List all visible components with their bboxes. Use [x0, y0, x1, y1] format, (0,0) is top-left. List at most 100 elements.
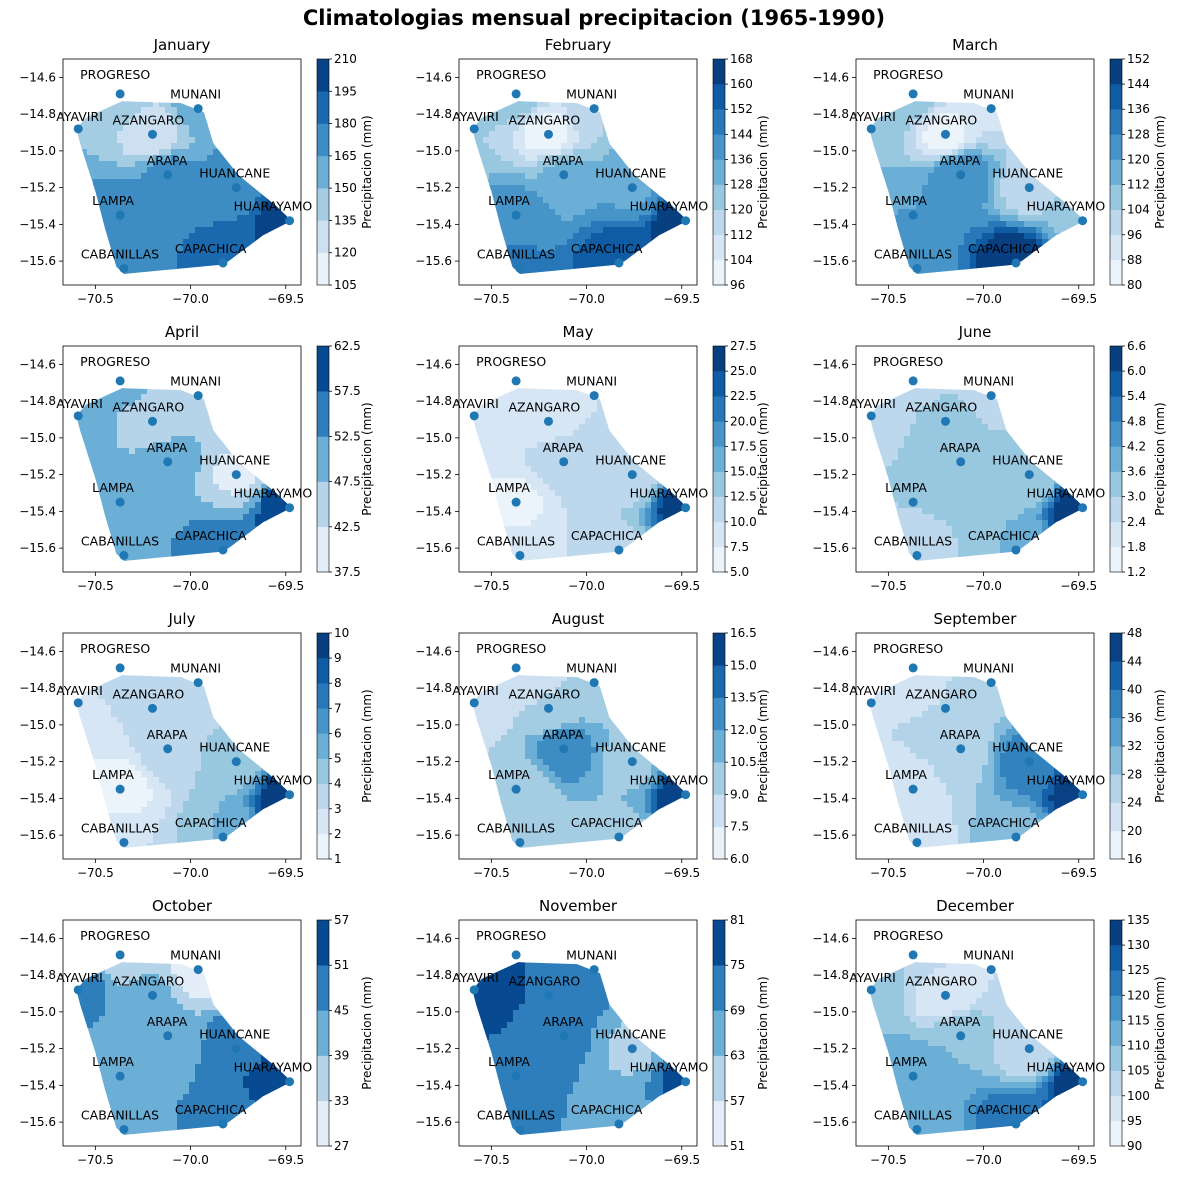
contour-cell [1036, 89, 1043, 96]
contour-cell [982, 185, 989, 192]
contour-cell [1042, 263, 1049, 270]
contour-cell [681, 143, 688, 150]
contour-cell [117, 185, 124, 192]
contour-cell [159, 185, 166, 192]
contour-cell [105, 215, 112, 222]
contour-cell [615, 251, 622, 258]
contour-cell [219, 143, 226, 150]
contour-cell [297, 95, 304, 102]
contour-cell [1000, 149, 1007, 156]
contour-cell [1084, 107, 1085, 114]
contour-cell [237, 107, 244, 114]
contour-cell [273, 179, 280, 186]
contour-cell [904, 227, 911, 234]
colorbar-tick-label: 210 [334, 52, 357, 66]
contour-cell [459, 95, 466, 102]
contour-cell [651, 239, 658, 246]
contour-cell [549, 251, 556, 258]
contour-cell [603, 269, 610, 274]
contour-cell [537, 221, 544, 228]
contour-cell [165, 221, 172, 228]
contour-cell [922, 221, 929, 228]
contour-cell [531, 269, 538, 274]
contour-cell [862, 275, 869, 282]
contour-cell [105, 185, 112, 192]
contour-cell [291, 155, 292, 162]
contour-cell [633, 107, 640, 114]
contour-cell [862, 233, 869, 240]
contour-cell [81, 191, 88, 198]
contour-cell [952, 179, 959, 186]
contour-cell [513, 203, 520, 210]
contour-cell [1066, 191, 1073, 198]
contour-cell [1090, 167, 1097, 174]
contour-cell [207, 227, 214, 234]
contour-cell [970, 227, 977, 234]
contour-cell [472, 173, 478, 180]
contour-cell [579, 119, 586, 126]
contour-cell [585, 269, 592, 274]
contour-cell [922, 101, 929, 108]
contour-cell [639, 143, 646, 150]
contour-cell [63, 281, 70, 288]
contour-cell [970, 101, 977, 108]
contour-cell [862, 179, 869, 186]
contour-cell [231, 131, 238, 138]
contour-cell [177, 131, 184, 138]
contour-cell [495, 269, 502, 274]
contour-cell [231, 233, 238, 240]
contour-cell [964, 149, 971, 156]
contour-cell [69, 209, 76, 216]
contour-cell [171, 197, 178, 204]
contour-cell [1072, 125, 1079, 132]
contour-cell [243, 65, 250, 72]
contour-cell [93, 173, 100, 180]
contour-cell [1072, 155, 1079, 162]
contour-cell [231, 89, 238, 96]
contour-cell [507, 155, 514, 162]
contour-cell [111, 119, 118, 126]
contour-cell [243, 263, 250, 270]
contour-cell [87, 424, 94, 431]
contour-cell [87, 376, 94, 383]
contour-cell [693, 215, 700, 222]
contour-cell [976, 113, 983, 120]
contour-cell [489, 137, 496, 144]
contour-cell [537, 119, 544, 126]
contour-cell [585, 119, 592, 126]
contour-cell [531, 125, 538, 132]
contour-cell [201, 197, 208, 204]
contour-cell [513, 173, 520, 180]
contour-cell [1048, 191, 1055, 198]
contour-cell [579, 101, 586, 108]
contour-cell [579, 143, 586, 150]
contour-cell [537, 197, 544, 204]
contour-cell [99, 281, 106, 288]
contour-cell [459, 245, 466, 252]
station-marker [218, 258, 228, 268]
contour-cell [645, 209, 652, 216]
contour-cell [141, 143, 148, 150]
contour-cell [603, 155, 610, 162]
contour-cell [123, 221, 130, 228]
contour-cell [459, 227, 466, 234]
contour-cell [81, 472, 88, 479]
contour-cell [213, 119, 220, 126]
station-marker [1078, 216, 1088, 226]
contour-cell [970, 239, 977, 246]
contour-cell [177, 71, 184, 78]
contour-cell [87, 119, 94, 126]
contour-cell [940, 161, 947, 168]
contour-cell [609, 101, 616, 108]
contour-cell [231, 113, 238, 120]
contour-cell [261, 197, 268, 204]
contour-cell [567, 59, 574, 66]
contour-cell [862, 131, 869, 138]
contour-cell [597, 155, 604, 162]
contour-cell [93, 430, 100, 437]
contour-cell [1024, 101, 1031, 102]
contour-cell [856, 233, 863, 240]
contour-cell [489, 101, 496, 108]
contour-cell [639, 275, 646, 282]
contour-cell [111, 221, 118, 228]
